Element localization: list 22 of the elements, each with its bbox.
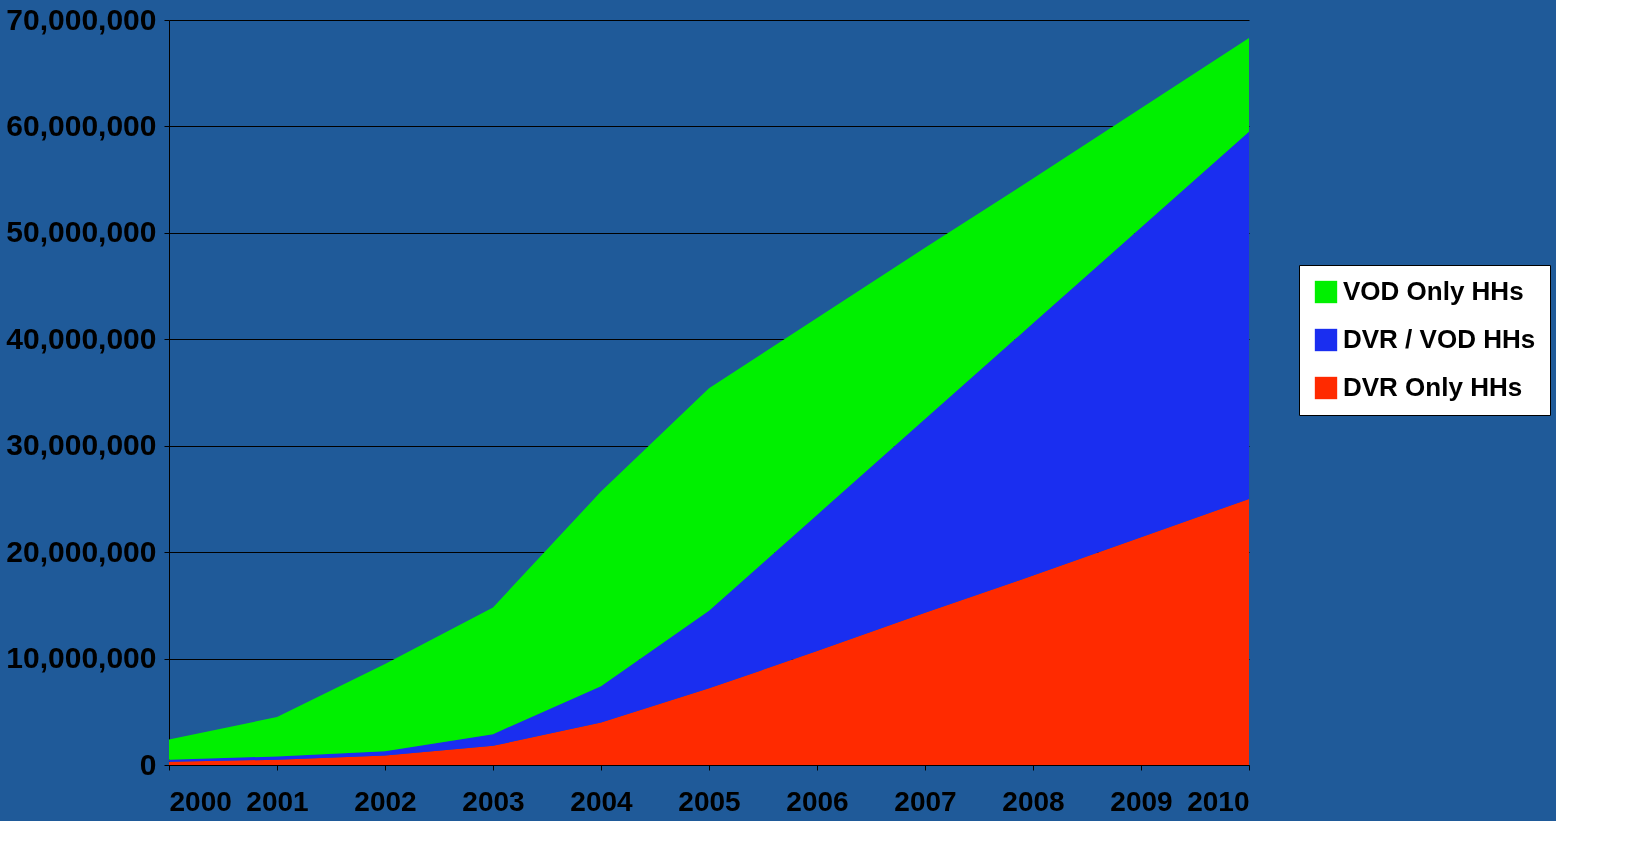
y-tick-label: 70,000,000 bbox=[6, 2, 157, 36]
x-tick-label: 2009 bbox=[1110, 785, 1173, 817]
x-tick-label: 2002 bbox=[354, 785, 417, 817]
x-tick-label: 2010 bbox=[1187, 785, 1250, 817]
y-tick-label: 20,000,000 bbox=[6, 534, 157, 568]
x-tick-label: 2000 bbox=[169, 785, 232, 817]
legend-label: VOD Only HHs bbox=[1343, 276, 1524, 306]
legend-label: DVR Only HHs bbox=[1343, 372, 1523, 402]
y-tick-label: 30,000,000 bbox=[6, 428, 157, 462]
legend-label: DVR / VOD HHs bbox=[1343, 324, 1536, 354]
y-tick-label: 50,000,000 bbox=[6, 215, 157, 249]
x-tick-label: 2006 bbox=[786, 785, 849, 817]
x-tick-label: 2005 bbox=[678, 785, 741, 817]
y-tick-label: 60,000,000 bbox=[6, 108, 157, 142]
y-tick-label: 10,000,000 bbox=[6, 641, 157, 675]
x-tick-label: 2004 bbox=[570, 785, 634, 817]
x-tick-label: 2008 bbox=[1002, 785, 1065, 817]
x-tick-label: 2001 bbox=[246, 785, 309, 817]
y-tick-label: 40,000,000 bbox=[6, 321, 157, 355]
y-tick-label: 0 bbox=[139, 747, 157, 781]
x-tick-label: 2007 bbox=[894, 785, 957, 817]
x-tick-label: 2003 bbox=[462, 785, 525, 817]
